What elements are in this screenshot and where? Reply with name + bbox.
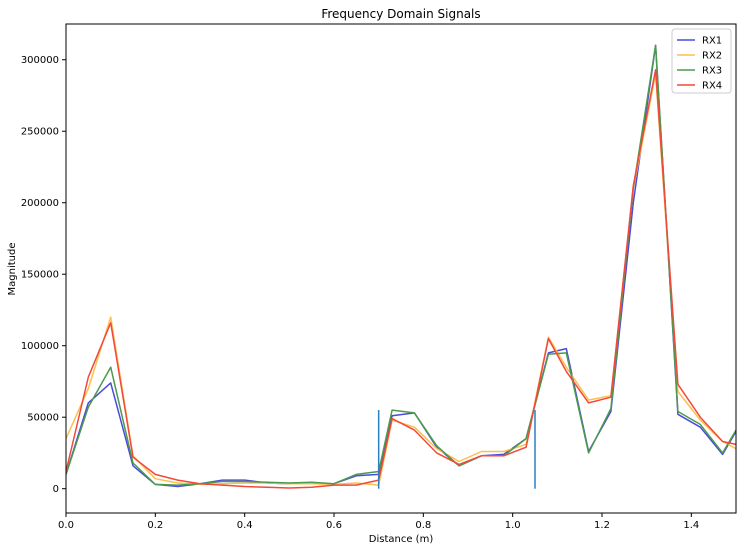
x-tick-label: 0.4 xyxy=(237,520,253,531)
x-tick-label: 0.2 xyxy=(147,520,163,531)
y-tick-label: 50000 xyxy=(27,413,59,424)
legend-label-rx2: RX2 xyxy=(702,51,722,62)
legend-label-rx4: RX4 xyxy=(702,81,722,92)
legend-label-rx1: RX1 xyxy=(702,36,722,47)
y-tick-label: 300000 xyxy=(21,55,59,66)
plot-area xyxy=(66,44,736,489)
chart-title: Frequency Domain Signals xyxy=(321,7,480,21)
y-tick-label: 150000 xyxy=(21,270,59,281)
x-tick-label: 1.4 xyxy=(683,520,699,531)
legend: RX1 RX2 RX3 RX4 xyxy=(671,28,732,94)
x-tick-label: 0.6 xyxy=(326,520,342,531)
y-tick-label: 0 xyxy=(53,484,59,495)
x-tick-label: 1.2 xyxy=(594,520,610,531)
legend-label-rx3: RX3 xyxy=(702,66,722,77)
x-tick-label: 1.0 xyxy=(505,520,521,531)
series-line-rx1 xyxy=(66,44,736,488)
x-tick-label: 0.0 xyxy=(58,520,74,531)
series-line-rx4 xyxy=(66,69,736,489)
series-line-rx3 xyxy=(66,44,736,486)
axes-frame xyxy=(65,23,737,514)
y-tick-label: 200000 xyxy=(21,198,59,209)
y-tick-label: 100000 xyxy=(21,341,59,352)
x-axis-label: Distance (m) xyxy=(369,534,434,545)
x-tick-label: 0.8 xyxy=(415,520,431,531)
axes: 0.0 0.2 0.4 0.6 0.8 1.0 1.2 1.4 0 50000 100000 1500… xyxy=(21,23,737,531)
y-axis-label: Magnitude xyxy=(7,243,18,296)
y-tick-label: 250000 xyxy=(21,127,59,138)
legend-box xyxy=(671,28,732,94)
